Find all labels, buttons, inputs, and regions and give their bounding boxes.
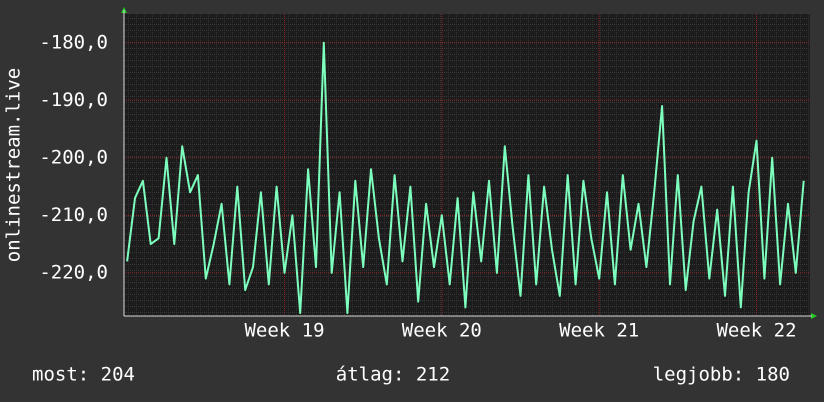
- y-tick-label: -210,0: [39, 204, 108, 226]
- y-tick-label: -200,0: [39, 146, 108, 168]
- data-line: [126, 41, 805, 315]
- y-tick-label: -190,0: [39, 89, 108, 111]
- y-axis-label: onlinestream.live: [3, 68, 25, 262]
- y-tick-label: -220,0: [39, 261, 108, 283]
- axis-arrow: [811, 313, 817, 319]
- x-tick-label: Week 19: [244, 320, 324, 342]
- y-tick-label: -180,0: [39, 31, 108, 53]
- stat-current: most: 204: [32, 364, 135, 386]
- x-tick-label: Week 22: [716, 320, 796, 342]
- stat-best: legjobb: 180: [653, 364, 790, 386]
- x-tick-label: Week 21: [559, 320, 639, 342]
- plot-area: [124, 14, 810, 316]
- stat-average: átlag: 212: [336, 364, 450, 386]
- x-tick-label: Week 20: [402, 320, 482, 342]
